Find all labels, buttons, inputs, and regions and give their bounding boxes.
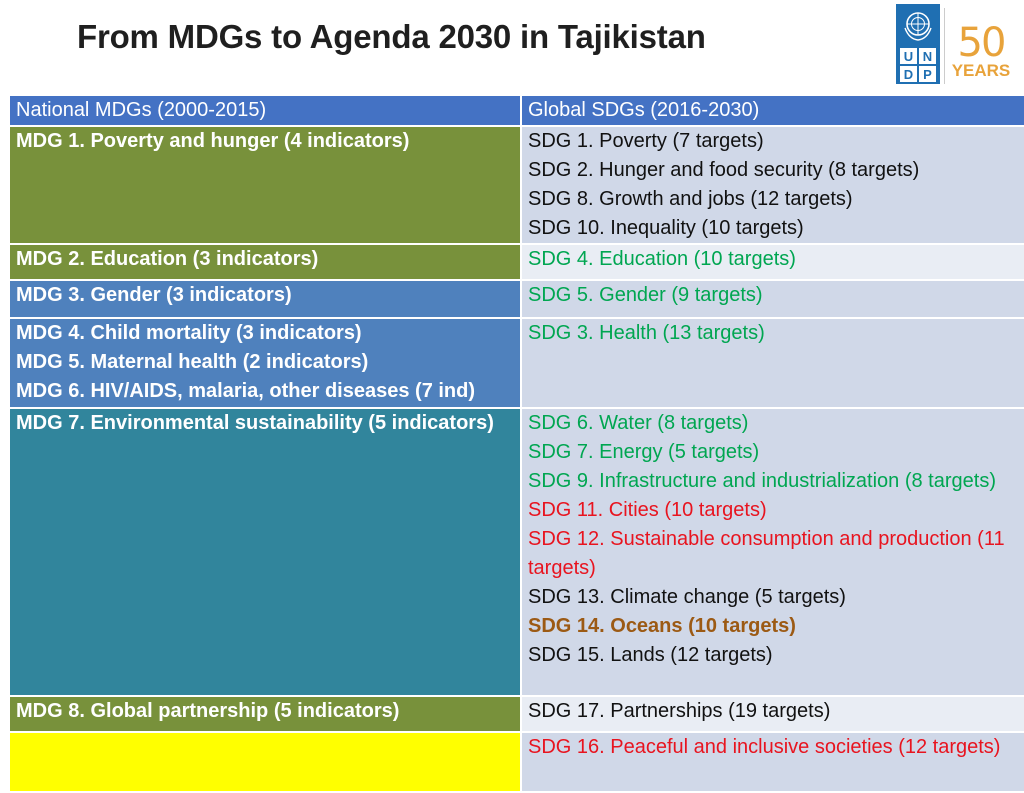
table-row: MDG 1. Poverty and hunger (4 indicators)… <box>8 125 1024 245</box>
undp-letter: P <box>919 66 936 82</box>
mdg-cell: MDG 2. Education (3 indicators) <box>8 243 522 281</box>
table-row: MDG 8. Global partnership (5 indicators)… <box>8 695 1024 733</box>
sdg-label: SDG 17. Partnerships (19 targets) <box>528 700 831 722</box>
mdg-cell <box>8 731 522 793</box>
table-row: MDG 4. Child mortality (3 indicators) MDG… <box>8 317 1024 409</box>
sdg-label: SDG 9. Infrastructure and industrializat… <box>528 470 996 492</box>
mdg-cell: MDG 3. Gender (3 indicators) <box>8 279 522 319</box>
sdg-label: SDG 16. Peaceful and inclusive societies… <box>528 736 1001 758</box>
sdg-label: SDG 15. Lands (12 targets) <box>528 644 773 666</box>
sdg-cell: SDG 5. Gender (9 targets) <box>520 279 1024 319</box>
sdg-label: SDG 8. Growth and jobs (12 targets) <box>528 188 853 210</box>
sdg-cell: SDG 6. Water (8 targets) SDG 7. Energy (5… <box>520 407 1024 697</box>
anniversary-label: YEARS <box>951 61 1011 80</box>
undp-logo: U N D P <box>896 4 940 84</box>
mdg-cell: MDG 1. Poverty and hunger (4 indicators) <box>8 125 522 245</box>
table-header-row: National MDGs (2000-2015) Global SDGs (2… <box>8 94 1024 127</box>
table-row: MDG 3. Gender (3 indicators) SDG 5. Gende… <box>8 279 1024 319</box>
sdg-cell: SDG 16. Peaceful and inclusive societies… <box>520 731 1024 793</box>
mdg-label: MDG 5. Maternal health (2 indicators) <box>16 351 369 373</box>
sdg-cell: SDG 4. Education (10 targets) <box>520 243 1024 281</box>
sdg-label: SDG 13. Climate change (5 targets) <box>528 586 846 608</box>
fifty-years-mark: 50 YEARS <box>948 20 1014 84</box>
sdg-label: SDG 2. Hunger and food security (8 targe… <box>528 159 920 181</box>
sdg-cell: SDG 3. Health (13 targets) <box>520 317 1024 409</box>
mdg-label: MDG 8. Global partnership (5 indicators) <box>16 700 400 722</box>
sdg-label: SDG 5. Gender (9 targets) <box>528 284 763 306</box>
sdg-label: SDG 1. Poverty (7 targets) <box>528 130 764 152</box>
table-row: SDG 16. Peaceful and inclusive societies… <box>8 731 1024 793</box>
sdg-label: SDG 14. Oceans (10 targets) <box>528 615 796 637</box>
sdg-label: SDG 11. Cities (10 targets) <box>528 499 767 521</box>
sdg-cell: SDG 1. Poverty (7 targets) SDG 2. Hunger … <box>520 125 1024 245</box>
sdg-label: SDG 10. Inequality (10 targets) <box>528 217 804 239</box>
header-national-mdgs: National MDGs (2000-2015) <box>8 94 522 127</box>
anniversary-number: 50 <box>957 20 1007 66</box>
table-row: MDG 7. Environmental sustainability (5 i… <box>8 407 1024 697</box>
table-row: MDG 2. Education (3 indicators) SDG 4. Ed… <box>8 243 1024 281</box>
mdg-cell: MDG 7. Environmental sustainability (5 i… <box>8 407 522 697</box>
mdg-cell: MDG 4. Child mortality (3 indicators) MDG… <box>8 317 522 409</box>
sdg-cell: SDG 17. Partnerships (19 targets) <box>520 695 1024 733</box>
mdg-label: MDG 1. Poverty and hunger (4 indicators) <box>16 130 410 152</box>
sdg-label: SDG 12. Sustainable consumption and prod… <box>528 528 1005 579</box>
un-emblem-icon <box>904 12 932 41</box>
page-title: From MDGs to Agenda 2030 in Tajikistan <box>77 18 706 55</box>
header-global-sdgs: Global SDGs (2016-2030) <box>520 94 1024 127</box>
undp-letter: U <box>900 48 917 64</box>
mdg-cell: MDG 8. Global partnership (5 indicators) <box>8 695 522 733</box>
logo-divider <box>944 8 945 84</box>
mdg-label: MDG 7. Environmental sustainability (5 i… <box>16 412 494 434</box>
table-body: MDG 1. Poverty and hunger (4 indicators)… <box>8 125 1024 793</box>
sdg-label: SDG 6. Water (8 targets) <box>528 412 749 434</box>
undp-50-years-logo: U N D P 50 YEARS <box>896 4 1014 84</box>
mdg-label: MDG 2. Education (3 indicators) <box>16 248 319 270</box>
mdg-label: MDG 6. HIV/AIDS, malaria, other diseases… <box>16 380 476 402</box>
mdg-label: MDG 4. Child mortality (3 indicators) <box>16 322 362 344</box>
undp-letters: U N D P <box>900 48 936 82</box>
undp-letter: N <box>919 48 936 64</box>
sdg-label: SDG 3. Health (13 targets) <box>528 322 765 344</box>
mdg-sdg-table: National MDGs (2000-2015) Global SDGs (2… <box>8 94 1024 793</box>
sdg-label: SDG 4. Education (10 targets) <box>528 248 796 270</box>
sdg-label: SDG 7. Energy (5 targets) <box>528 441 760 463</box>
mdg-label: MDG 3. Gender (3 indicators) <box>16 284 292 306</box>
undp-letter: D <box>900 66 917 82</box>
